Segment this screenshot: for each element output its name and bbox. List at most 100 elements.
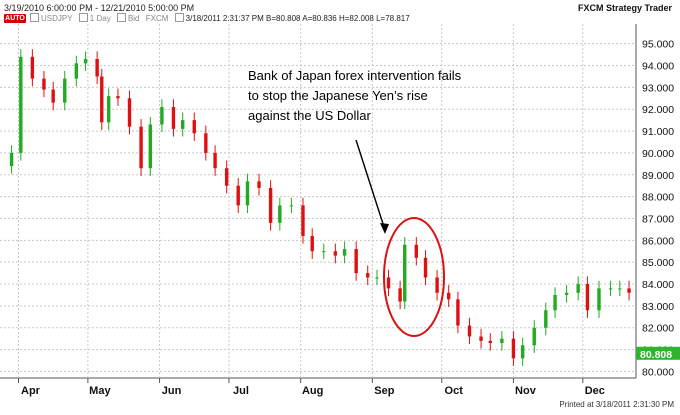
annotation-line-2: to stop the Japanese Yen’s rise — [248, 88, 428, 103]
candle-body — [63, 78, 67, 103]
annotation-line-1: Bank of Japan forex intervention fails — [248, 68, 462, 83]
x-tick-label: Jun — [162, 385, 182, 397]
candle-body — [456, 299, 460, 326]
x-tick-label: Apr — [21, 385, 41, 397]
candle-body — [375, 277, 379, 279]
candle-body — [403, 244, 407, 302]
quote-stamp: 3/18/2011 2:31:37 PM B=80.808 A=80.836 H… — [185, 14, 410, 23]
y-tick-label: 83.000 — [642, 301, 674, 313]
candle-body — [236, 185, 240, 206]
y-tick-label: 80.000 — [642, 366, 674, 378]
candle-body — [204, 133, 208, 153]
candle-body — [511, 338, 516, 359]
candle-body — [366, 273, 370, 278]
last-price-marker: 80.808 — [636, 346, 680, 361]
candle-body — [322, 251, 326, 253]
candle-body — [139, 126, 143, 169]
y-tick-label: 94.000 — [642, 61, 674, 73]
candle-body — [268, 187, 273, 223]
candle-body — [608, 288, 613, 290]
symbol-label: USDJPY — [41, 14, 73, 23]
x-tick-label: Nov — [515, 385, 537, 397]
y-tick-label: 89.000 — [642, 170, 674, 182]
x-axis-ticks: Apr May Jun Jul Aug Sep Oct Nov Dec — [18, 378, 605, 397]
y-tick-label: 93.000 — [642, 82, 674, 94]
y-tick-label: 90.000 — [642, 148, 674, 160]
y-tick-label: 91.000 — [642, 126, 674, 138]
y-tick-label: 86.000 — [642, 235, 674, 247]
candle-body — [42, 78, 46, 90]
candle-body — [213, 152, 217, 169]
candle-body — [553, 294, 557, 311]
product-name: FXCM Strategy Trader — [577, 3, 672, 13]
candle-body — [488, 340, 492, 344]
candle-body — [576, 284, 580, 293]
candle-body — [171, 107, 176, 129]
candle-body — [278, 205, 282, 223]
candles — [9, 49, 631, 366]
x-tick-label: Dec — [585, 385, 605, 397]
candle-body — [342, 249, 347, 256]
candle-body — [467, 325, 472, 337]
candle-body — [289, 205, 294, 207]
candle-body — [597, 288, 601, 311]
candle-body — [414, 244, 418, 258]
candle-body — [520, 345, 525, 359]
candle-body — [127, 98, 132, 127]
last-price-badge — [636, 346, 680, 360]
x-tick-label: Jul — [233, 385, 249, 397]
candle-body — [30, 56, 35, 79]
candle-body — [585, 284, 590, 311]
date-range: 3/19/2010 6:00:00 PM - 12/21/2010 5:00:0… — [4, 3, 195, 13]
candle-body — [95, 58, 99, 77]
last-price-label: 80.808 — [640, 349, 672, 361]
candle-body — [564, 292, 569, 295]
annotation-line-3: against the US Dollar — [248, 108, 372, 123]
candle-body — [116, 96, 120, 99]
price-chart[interactable]: 80.00081.00082.00083.00084.00085.00086.0… — [0, 24, 680, 410]
candle-body — [618, 288, 622, 290]
y-tick-label: 95.000 — [642, 39, 674, 51]
candle-body — [310, 235, 314, 252]
checkbox-icon[interactable] — [78, 13, 88, 22]
x-tick-label: Oct — [445, 385, 464, 397]
candle-body — [160, 107, 164, 125]
candle-body — [354, 249, 358, 274]
candle-body — [74, 63, 79, 79]
candle-body — [245, 181, 250, 206]
candle-body — [333, 251, 338, 256]
candle-body — [435, 277, 439, 293]
candle-body — [423, 257, 428, 278]
y-tick-label: 92.000 — [642, 104, 674, 116]
candle-body — [83, 58, 88, 64]
candle-body — [51, 89, 55, 103]
candle-body — [9, 152, 14, 167]
checkbox-icon[interactable] — [174, 13, 184, 22]
candle-body — [398, 288, 402, 302]
candle-body — [544, 310, 548, 328]
candle-body — [386, 277, 391, 289]
arrow-head-icon — [380, 223, 389, 234]
intervention-circle — [383, 217, 445, 337]
x-tick-label: May — [89, 385, 111, 397]
bid-label: Bid — [127, 14, 140, 23]
checkbox-icon[interactable] — [30, 13, 39, 22]
x-tick-label: Sep — [374, 385, 394, 397]
printed-timestamp: Printed at 3/18/2011 2:31:30 PM — [559, 400, 674, 409]
annotation: Bank of Japan forex intervention fails t… — [248, 68, 462, 337]
y-axis-ticks: 80.00081.00082.00083.00084.00085.00086.0… — [642, 39, 674, 379]
candle-body — [500, 338, 504, 344]
y-tick-label: 82.000 — [642, 323, 674, 335]
candle-body — [446, 292, 451, 300]
checkbox-icon[interactable] — [116, 13, 126, 22]
candle-body — [100, 76, 104, 123]
auto-button[interactable]: AUTO — [4, 14, 26, 23]
candle-body — [181, 120, 185, 129]
interval-label: 1 Day — [89, 14, 111, 23]
annotation-arrow — [355, 139, 386, 231]
y-tick-label: 87.000 — [642, 213, 674, 225]
grid-lines — [0, 24, 637, 379]
symbol-info-bar: USDJPY 1 Day Bid FXCM 3/18/2011 2:31:37 … — [30, 13, 414, 23]
x-tick-label: Aug — [302, 385, 323, 397]
candle-body — [257, 181, 261, 188]
